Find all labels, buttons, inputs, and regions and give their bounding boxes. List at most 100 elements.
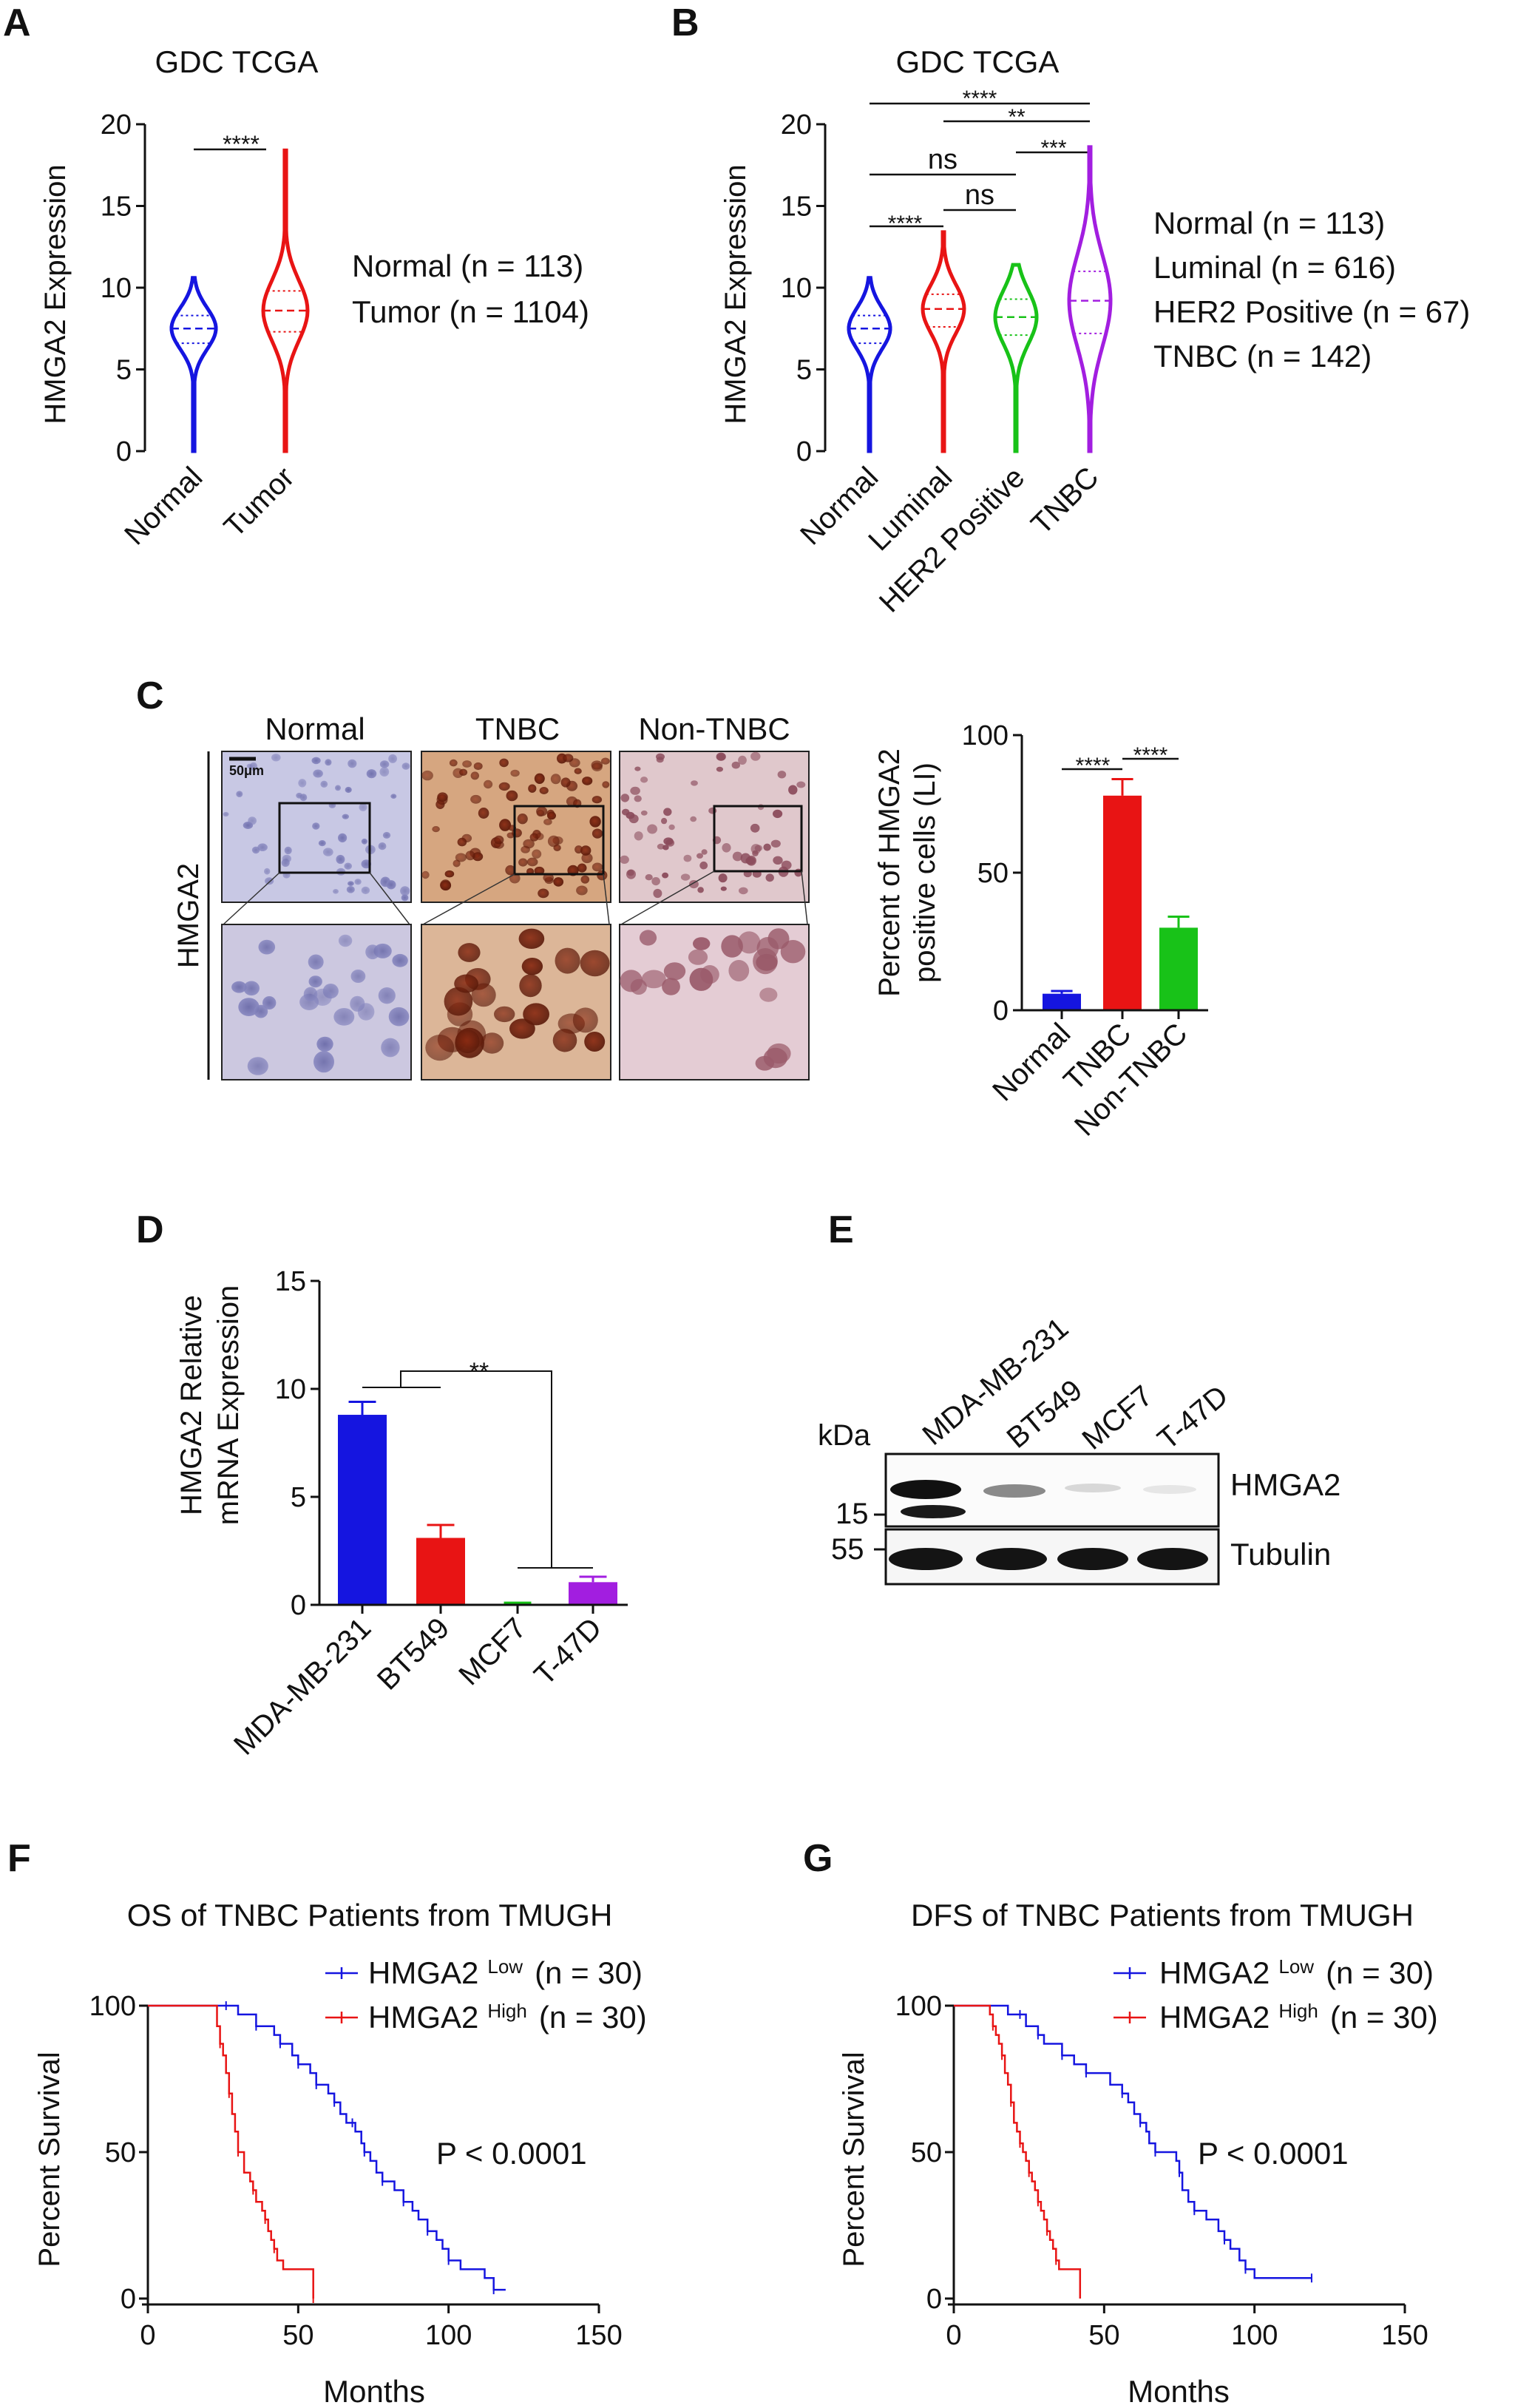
nucleus-non-tnbc-low (738, 755, 747, 765)
nucleus-tnbc-low (528, 784, 537, 793)
nucleus-tnbc-low (592, 762, 603, 771)
panel-a-legend-normal: Normal (n = 113) (352, 248, 583, 283)
nucleus-tnbc-low (601, 757, 610, 765)
panel-f-curve-low (148, 2004, 506, 2291)
panel-f-x-tick-label: 100 (425, 2320, 472, 2351)
panel-d-y-tick-label: 10 (275, 1374, 306, 1405)
panel-c-sig-label-1: **** (1076, 754, 1111, 778)
panel-d-x-label: T-47D (528, 1611, 608, 1691)
panel-d-ylabel-2: mRNA Expression (212, 1285, 245, 1526)
nucleus-normal-high (258, 939, 276, 955)
nucleus-tnbc-low (505, 865, 516, 876)
panel-d-y-tick-label: 15 (275, 1266, 306, 1297)
nucleus-tnbc-high (480, 1032, 504, 1054)
nucleus-tnbc-high (454, 974, 478, 993)
blot-band-hmga2-mda-lower (901, 1505, 966, 1518)
nucleus-non-tnbc-low (645, 874, 653, 881)
panel-b-sig-brackets (870, 102, 1090, 228)
nucleus-tnbc-low (532, 849, 542, 859)
panel-c-x-label: Normal (986, 1017, 1077, 1107)
sig-label-luminal-tnbc: ** (1008, 105, 1026, 129)
blot-label-tubulin: Tubulin (1230, 1537, 1331, 1572)
nucleus-non-tnbc-low (640, 777, 648, 783)
nucleus-non-tnbc-low (708, 807, 717, 814)
nucleus-non-tnbc-low (626, 811, 635, 819)
panel-g-pvalue: P < 0.0001 (1198, 2136, 1349, 2171)
nucleus-non-tnbc-high (759, 987, 778, 1002)
panel-letter-d: D (136, 1208, 164, 1251)
nucleus-non-tnbc-high (630, 978, 647, 995)
nucleus-normal-low (298, 779, 307, 788)
panel-a-violin-tumor-outline (261, 148, 310, 453)
legend-high-label: HMGA2 High (n = 30) (368, 2000, 647, 2035)
panel-b-y-tick-label: 15 (781, 192, 812, 223)
sig-label-normal-her2: ns (928, 144, 958, 175)
nucleus-non-tnbc-low (718, 873, 728, 883)
nucleus-normal-low (325, 759, 332, 766)
panel-c-bar (1043, 993, 1081, 1010)
nucleus-tnbc-low (470, 771, 479, 780)
nucleus-normal-low (348, 881, 354, 886)
nucleus-tnbc-low (472, 852, 484, 862)
nucleus-non-tnbc-high (780, 940, 806, 964)
panel-d-sig-label: ** (470, 1358, 489, 1386)
panel-a-y-tick-label: 5 (116, 355, 132, 386)
nucleus-normal-high (350, 970, 366, 983)
nucleus-tnbc-low (506, 790, 518, 802)
legend-low-gene: HMGA2 (1159, 1955, 1270, 1990)
nucleus-tnbc-high (552, 1029, 577, 1052)
nucleus-tnbc-low (547, 835, 560, 848)
panel-d-bar (338, 1415, 387, 1605)
legend-low-sup: Low (1278, 1955, 1314, 1978)
nucleus-normal-low (313, 769, 323, 778)
nucleus-tnbc-high (425, 1035, 455, 1061)
panel-b-x-label: TNBC (1025, 461, 1105, 541)
nucleus-tnbc-high (471, 983, 496, 1007)
panel-g-y-tick-label: 100 (895, 1991, 942, 2022)
nucleus-tnbc-high (521, 958, 543, 975)
nucleus-normal-high (303, 987, 318, 1002)
nucleus-non-tnbc-low (647, 824, 657, 834)
nucleus-non-tnbc-low (662, 872, 669, 879)
nucleus-non-tnbc-low (663, 808, 672, 816)
panel-b-violin-2-outline (921, 230, 966, 453)
nucleus-non-tnbc-low (750, 751, 761, 761)
nucleus-normal-low (345, 786, 352, 794)
nucleus-normal-high (231, 981, 247, 993)
nucleus-normal-low (271, 754, 281, 762)
blot-lane-1: MDA-MB-231 (917, 1311, 1075, 1451)
nucleus-non-tnbc-low (773, 856, 783, 865)
nucleus-tnbc-high (444, 987, 473, 1016)
nucleus-normal-low (335, 785, 341, 791)
nucleus-normal-high (308, 954, 324, 970)
nucleus-non-tnbc-low (720, 886, 727, 891)
nucleus-normal-low (348, 759, 357, 768)
blot-band-hmga2-t47d (1143, 1485, 1196, 1494)
nucleus-normal-low (338, 833, 348, 843)
nucleus-non-tnbc-low (746, 856, 756, 866)
nucleus-non-tnbc-low (620, 794, 630, 802)
legend-high-sup: High (1278, 2000, 1318, 2022)
blot-band-tubulin-4 (1137, 1548, 1208, 1570)
nucleus-tnbc-low (432, 826, 440, 833)
blot-marker-55: 55 (831, 1533, 864, 1566)
nucleus-tnbc-low (473, 762, 483, 771)
blot-lane-4: T-47D (1152, 1379, 1235, 1456)
nucleus-non-tnbc-low (634, 795, 642, 802)
nucleus-normal-low (311, 757, 321, 765)
panel-g-curve-high (954, 2004, 1082, 2299)
panel-g-plot: 0 50 100 0 50 100 150 (895, 1991, 1428, 2351)
nucleus-non-tnbc-low (770, 839, 781, 848)
nucleus-normal-low (342, 814, 349, 819)
nucleus-tnbc-low (580, 875, 590, 884)
nucleus-normal-low (361, 838, 367, 845)
nucleus-tnbc-low (592, 862, 603, 872)
panel-b-y-tick-label: 0 (796, 436, 812, 467)
ihc-header-normal: Normal (265, 711, 365, 746)
legend-high-gene: HMGA2 (368, 2000, 478, 2035)
nucleus-normal-low (264, 868, 271, 875)
legend-low-gene: HMGA2 (368, 1955, 478, 1990)
nucleus-tnbc-low (574, 768, 582, 774)
